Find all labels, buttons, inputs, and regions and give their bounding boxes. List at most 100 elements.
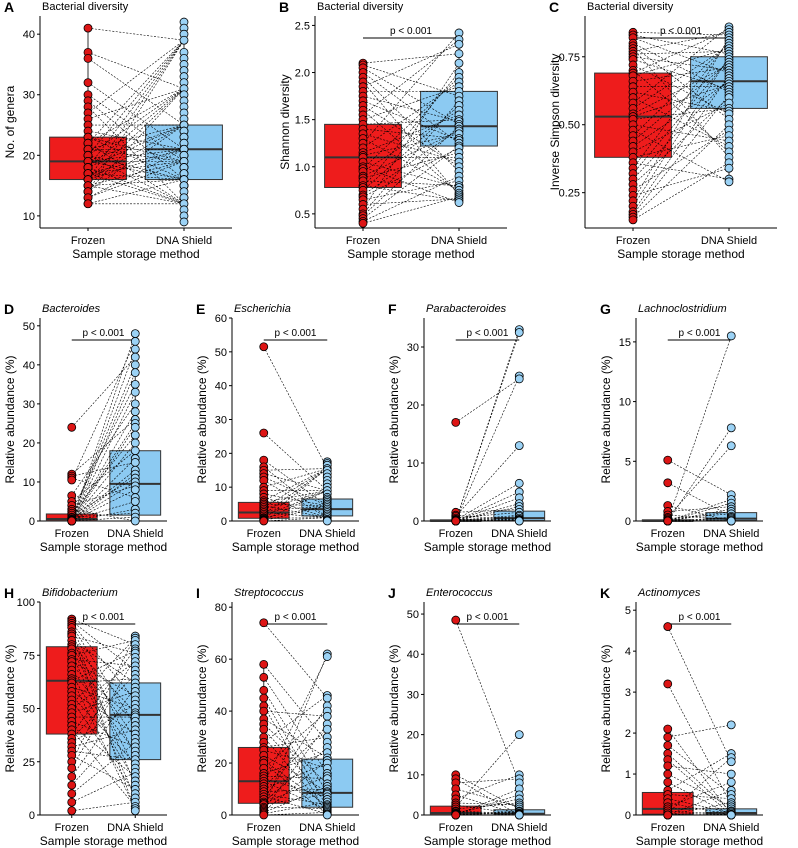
- y-tick-label: 10: [23, 211, 35, 223]
- paired-line: [362, 138, 460, 191]
- paired-line: [263, 762, 328, 815]
- y-axis-label: Relative abundance (%): [387, 644, 401, 772]
- y-tick-label: 2: [625, 728, 631, 740]
- data-point-dna-shield: [514, 516, 524, 526]
- panel-title: Bifidobacterium: [42, 587, 118, 599]
- data-point-frozen: [67, 763, 77, 773]
- y-tick-label: 40: [23, 360, 35, 372]
- y-tick-label: 2.0: [295, 68, 310, 80]
- paired-line: [71, 333, 136, 522]
- paired-line: [71, 473, 136, 522]
- paired-line: [455, 483, 520, 521]
- paired-line: [362, 81, 460, 149]
- paired-line: [632, 108, 730, 120]
- y-tick-label: 50: [215, 347, 227, 359]
- paired-line: [263, 690, 328, 794]
- paired-line: [263, 505, 328, 518]
- data-point-frozen: [663, 622, 673, 631]
- x-axis-label: Sample storage method: [617, 247, 744, 261]
- panel-letter: E: [196, 301, 205, 317]
- paired-line: [455, 774, 520, 810]
- x-tick-label: Frozen: [71, 235, 105, 247]
- paired-line: [71, 661, 136, 696]
- paired-line: [71, 659, 136, 667]
- data-point-frozen: [83, 78, 93, 88]
- data-point-frozen: [663, 732, 673, 742]
- data-point-dna-shield: [130, 438, 140, 448]
- data-point-frozen: [259, 685, 269, 695]
- data-point-dna-shield: [130, 497, 140, 506]
- data-point-dna-shield: [130, 368, 140, 378]
- paired-line: [632, 162, 730, 180]
- paired-line: [71, 678, 136, 684]
- paired-line: [263, 656, 328, 784]
- paired-line: [263, 710, 328, 769]
- data-point-dna-shield: [514, 478, 524, 488]
- paired-line: [362, 53, 460, 64]
- data-point-frozen: [67, 772, 77, 782]
- x-tick-label: Frozen: [439, 528, 473, 540]
- y-tick-label: 5: [625, 456, 631, 468]
- x-axis-label: Sample storage method: [636, 834, 763, 848]
- paired-line: [667, 810, 732, 816]
- paired-line: [71, 635, 136, 762]
- y-tick-label: 0: [413, 810, 419, 822]
- y-tick-label: 0.25: [559, 188, 580, 200]
- paired-line: [455, 734, 520, 808]
- paired-line: [263, 723, 328, 810]
- paired-line: [87, 155, 185, 180]
- paired-line: [87, 148, 185, 198]
- data-point-dna-shield: [726, 757, 736, 767]
- paired-line: [71, 481, 136, 522]
- y-tick-label: 0.75: [559, 52, 580, 64]
- paired-line: [87, 136, 185, 162]
- paired-line: [263, 503, 328, 507]
- paired-line: [71, 477, 136, 516]
- paired-line: [632, 26, 730, 104]
- paired-line: [263, 775, 328, 804]
- data-point-dna-shield: [514, 374, 524, 384]
- paired-line: [263, 710, 328, 717]
- panel-e: E Escherichia p < 0.001 0 10 20 30 40 50 60 Frozen…: [195, 301, 359, 554]
- paired-line: [263, 505, 328, 521]
- y-tick-label: 10: [23, 477, 35, 489]
- paired-line: [71, 678, 136, 809]
- paired-line: [362, 198, 460, 205]
- paired-line: [632, 67, 730, 82]
- paired-line: [71, 470, 136, 521]
- paired-line: [455, 774, 520, 800]
- paired-line: [87, 179, 185, 186]
- data-point-frozen: [259, 342, 269, 352]
- paired-line: [632, 102, 730, 153]
- paired-line: [71, 729, 136, 748]
- paired-line: [667, 781, 732, 808]
- paired-line: [263, 490, 328, 521]
- paired-line: [87, 167, 185, 205]
- data-point-dna-shield: [726, 720, 736, 730]
- paired-line: [632, 167, 730, 196]
- paired-line: [87, 40, 185, 192]
- paired-line: [87, 94, 185, 162]
- panel-title: Enterococcus: [426, 587, 493, 599]
- y-tick-label: 30: [215, 415, 227, 427]
- paired-line: [632, 59, 730, 90]
- y-tick-label: 20: [23, 150, 35, 162]
- paired-line: [87, 88, 185, 168]
- paired-line: [71, 516, 136, 522]
- y-axis-label: Shannon diversity: [278, 74, 292, 169]
- paired-line: [263, 473, 328, 491]
- x-tick-label: Frozen: [651, 528, 685, 540]
- data-point-frozen: [663, 455, 673, 465]
- paired-line: [263, 786, 328, 813]
- data-point-frozen: [663, 516, 673, 526]
- paired-line: [71, 650, 136, 682]
- paired-line: [71, 349, 136, 521]
- p-value-label: p < 0.001: [275, 328, 317, 339]
- paired-line: [71, 703, 136, 743]
- paired-line: [71, 652, 136, 799]
- panel-k: K Actinomyces p < 0.001 0 1 2 3 4 5 Frozen DNA Shi…: [599, 585, 763, 848]
- paired-line: [455, 445, 520, 517]
- paired-line: [263, 705, 328, 800]
- y-axis-label: Relative abundance (%): [3, 644, 17, 772]
- data-point-frozen: [259, 672, 269, 682]
